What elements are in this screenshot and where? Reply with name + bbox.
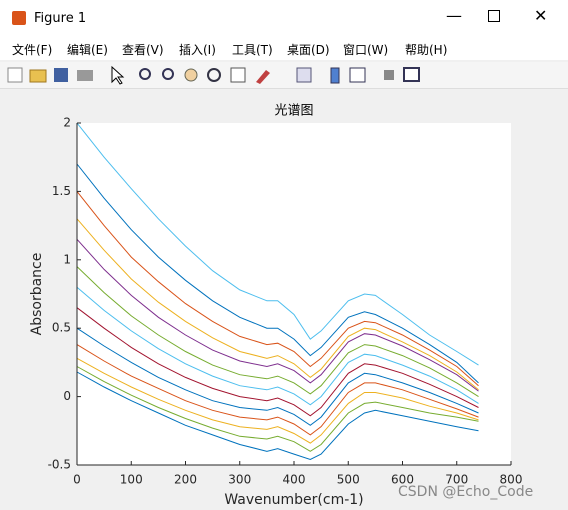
zoom-in-icon[interactable]	[139, 68, 151, 80]
spectrum-line	[76, 357, 479, 444]
menu-item[interactable]: 工具(T)	[232, 43, 273, 57]
menu-bar: 文件(F) 编辑(E) 查看(V) 插入(I) 工具(T) 桌面(D) 窗口(W) 帮助(H)	[0, 38, 568, 60]
colorbar-icon[interactable]	[330, 67, 340, 84]
spectrum-line	[76, 122, 479, 366]
close-button[interactable]: ✕	[534, 6, 548, 25]
plot-area	[77, 123, 511, 465]
spectrum-line	[76, 218, 479, 391]
x-tick-label: 800	[500, 473, 523, 487]
menu-item[interactable]: 插入(I)	[179, 43, 216, 57]
window-title: Figure 1	[34, 11, 87, 26]
x-tick-label: 600	[391, 473, 414, 487]
x-tick-label: 100	[120, 473, 143, 487]
y-axis-label: Absorbance	[29, 253, 45, 336]
y-tick-label: 0.5	[52, 321, 71, 335]
spectrum-line	[76, 371, 479, 461]
spectrum-line	[76, 191, 479, 387]
spectrum-line	[76, 163, 479, 384]
spectrum-line	[76, 327, 479, 426]
watermark: CSDN @Echo_Code	[398, 484, 534, 500]
x-tick-label: 200	[174, 473, 197, 487]
y-tick-label: 0	[63, 389, 71, 403]
menu-item[interactable]: 帮助(H)	[405, 43, 448, 57]
x-tick-label: 700	[445, 473, 468, 487]
dock-icon[interactable]	[403, 67, 420, 82]
minimize-button[interactable]: —	[446, 6, 462, 25]
title-bar: Figure 1 — ✕	[0, 0, 568, 38]
save-icon[interactable]	[54, 68, 68, 82]
new-icon[interactable]	[7, 67, 23, 83]
menu-item[interactable]: 桌面(D)	[287, 43, 330, 57]
x-axis-label: Wavenumber(cm-1)	[224, 492, 363, 508]
zoom-out-icon[interactable]	[162, 68, 174, 80]
toolbar-icons	[7, 65, 420, 85]
y-tick-label: 1.5	[52, 184, 71, 198]
spectrum-line	[76, 307, 479, 417]
spectrum-line	[76, 344, 479, 436]
spectrum-line	[76, 266, 479, 398]
toolbar	[0, 62, 568, 89]
legend-icon[interactable]	[349, 67, 366, 83]
pan-icon[interactable]	[184, 68, 198, 82]
spectrum-line	[76, 238, 479, 392]
x-tick-label: 0	[73, 473, 81, 487]
menu-item[interactable]: 窗口(W)	[343, 43, 389, 57]
menu-item[interactable]: 查看(V)	[122, 43, 164, 57]
maximize-button[interactable]	[488, 10, 500, 22]
datatip-icon[interactable]	[230, 67, 246, 83]
open-icon[interactable]	[29, 69, 47, 83]
x-tick-label: 400	[283, 473, 306, 487]
spectrum-line	[76, 366, 479, 452]
print-icon[interactable]	[77, 70, 93, 81]
spectrum-line	[76, 286, 479, 406]
chart-title: 光谱图	[274, 104, 313, 119]
menu-item[interactable]: 编辑(E)	[67, 43, 108, 57]
x-tick-label: 500	[337, 473, 360, 487]
x-tick-label: 300	[228, 473, 251, 487]
app-icon	[12, 11, 26, 25]
menu-item[interactable]: 文件(F)	[12, 43, 53, 57]
y-tick-label: 2	[63, 116, 71, 130]
pointer-icon[interactable]	[111, 65, 125, 85]
brush-icon[interactable]	[256, 70, 270, 84]
rotate-icon[interactable]	[207, 68, 221, 82]
hide-tools-icon[interactable]	[384, 70, 394, 80]
y-tick-label: -0.5	[48, 458, 71, 472]
link-icon[interactable]	[296, 67, 312, 83]
y-tick-label: 1	[63, 252, 71, 266]
